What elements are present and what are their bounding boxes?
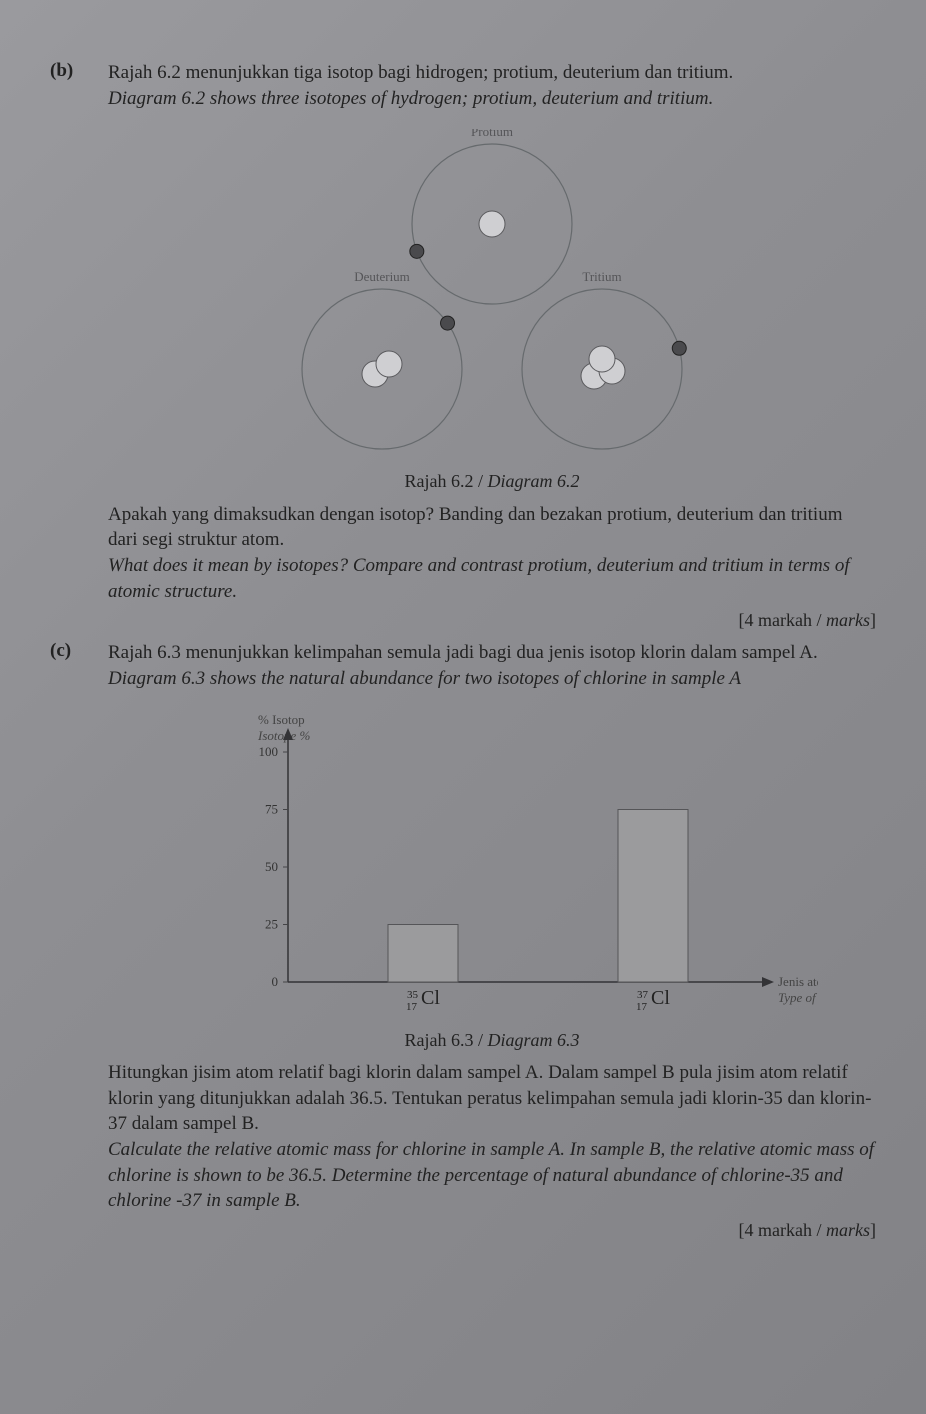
svg-text:50: 50 [265,859,278,874]
isotope-diagram-svg: Protium Deuterium Tritium [262,129,722,459]
diagram-6-3: % IsotopIsotope % 0 25 50 75 100 3517Cl 3717Cl J… [108,702,876,1022]
diagram-6-3-caption: Rajah 6.3 / Diagram 6.3 [108,1028,876,1052]
svg-text:Deuterium: Deuterium [354,269,410,284]
caption-my-c: Rajah 6.3 / [404,1030,487,1050]
caption-my: Rajah 6.2 / [404,471,487,491]
svg-text:Jenis atom: Jenis atom [778,974,818,989]
svg-text:0: 0 [272,974,279,989]
caption-en: Diagram 6.2 [487,471,579,491]
svg-text:100: 100 [259,744,279,759]
svg-text:3717Cl: 3717Cl [636,987,670,1013]
c-text-my: Rajah 6.3 menunjukkan kelimpahan semula … [108,640,876,666]
part-label-b: (b) [50,60,90,634]
b-question-my: Apakah yang dimaksudkan dengan isotop? B… [108,502,876,553]
svg-text:Type of atom: Type of atom [778,990,818,1005]
part-label-c: (c) [50,640,90,1244]
svg-text:25: 25 [265,916,278,931]
question-c-body: Rajah 6.3 menunjukkan kelimpahan semula … [108,640,876,1244]
svg-text:75: 75 [265,801,278,816]
b-marks: [4 markah / marks] [108,608,876,632]
svg-text:3517Cl: 3517Cl [406,987,440,1013]
c-marks: [4 markah / marks] [108,1218,876,1242]
c-question-en: Calculate the relative atomic mass for c… [108,1137,876,1214]
abundance-chart-svg: % IsotopIsotope % 0 25 50 75 100 3517Cl 3717Cl J… [218,702,818,1022]
question-b-body: Rajah 6.2 menunjukkan tiga isotop bagi h… [108,60,876,634]
svg-text:Protium: Protium [471,129,513,139]
b-question-en: What does it mean by isotopes? Compare a… [108,553,876,604]
c-question-my: Hitungkan jisim atom relatif bagi klorin… [108,1060,876,1137]
b-text-my: Rajah 6.2 menunjukkan tiga isotop bagi h… [108,60,876,86]
question-c: (c) Rajah 6.3 menunjukkan kelimpahan sem… [50,640,876,1244]
caption-en-c: Diagram 6.3 [487,1030,579,1050]
c-text-en: Diagram 6.3 shows the natural abundance … [108,666,876,692]
diagram-6-2-caption: Rajah 6.2 / Diagram 6.2 [108,469,876,493]
svg-text:Isotope %: Isotope % [257,728,311,743]
diagram-6-2: Protium Deuterium Tritium [108,129,876,459]
question-b: (b) Rajah 6.2 menunjukkan tiga isotop ba… [50,60,876,634]
svg-text:% Isotop: % Isotop [258,712,305,727]
b-text-en: Diagram 6.2 shows three isotopes of hydr… [108,86,876,112]
svg-text:Tritium: Tritium [582,269,621,284]
